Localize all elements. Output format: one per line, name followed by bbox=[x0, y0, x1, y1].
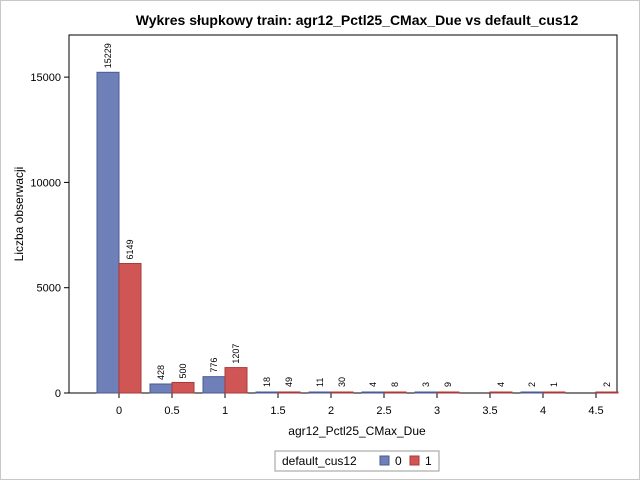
data-label-series-0: 3 bbox=[421, 382, 431, 387]
data-labels-group: 15229 428 776 18 11 4 3 2 6149 500 1207 49 30 8 9 4 1 2 bbox=[103, 43, 612, 387]
x-axis-label: agr12_Pctl25_CMax_Due bbox=[288, 424, 426, 438]
data-label-series-0: 18 bbox=[262, 377, 272, 387]
legend-box bbox=[274, 450, 440, 472]
data-label-series-1: 8 bbox=[390, 382, 400, 387]
plot-area bbox=[68, 34, 618, 394]
bar-series-1 bbox=[383, 391, 407, 394]
y-tick-label: 10000 bbox=[30, 177, 61, 189]
y-tick-label: 15000 bbox=[30, 72, 61, 84]
chart-title: Wykres słupkowy train: agr12_Pctl25_CMax… bbox=[136, 12, 579, 28]
data-label-series-1: 30 bbox=[337, 377, 347, 387]
y-axis-label: Liczba obserwacji bbox=[12, 167, 26, 262]
x-tick-label: 3 bbox=[434, 405, 440, 417]
data-label-series-1: 4 bbox=[496, 382, 506, 387]
legend-swatch-series-1 bbox=[409, 455, 420, 466]
legend-label-series-0: 0 bbox=[395, 454, 402, 468]
data-label-series-1: 1207 bbox=[231, 344, 241, 364]
bar-series-0 bbox=[255, 391, 279, 394]
x-tick-label: 2 bbox=[328, 405, 334, 417]
data-label-series-1: 49 bbox=[284, 377, 294, 387]
x-tick-label: 3.5 bbox=[482, 405, 497, 417]
legend: default_cus12 0 1 bbox=[274, 450, 440, 472]
legend-swatch-series-0 bbox=[379, 455, 390, 466]
x-tick-label: 1 bbox=[222, 405, 228, 417]
bar-series-0 bbox=[96, 71, 120, 394]
bar-series-1 bbox=[277, 391, 301, 394]
data-label-series-0: 4 bbox=[368, 382, 378, 387]
y-tick-label: 0 bbox=[55, 388, 61, 400]
y-axis: 0 5000 10000 15000 bbox=[30, 72, 69, 400]
bars-group bbox=[96, 71, 619, 394]
legend-title: default_cus12 bbox=[282, 454, 357, 468]
bar-series-0 bbox=[361, 391, 385, 394]
data-label-series-0: 776 bbox=[209, 358, 219, 373]
bar-series-0 bbox=[202, 376, 226, 394]
bar-series-1 bbox=[595, 391, 619, 394]
bar-series-1 bbox=[118, 263, 142, 394]
data-label-series-1: 6149 bbox=[125, 239, 135, 259]
legend-label-series-1: 1 bbox=[425, 454, 432, 468]
bar-series-1 bbox=[489, 391, 513, 394]
data-label-series-1: 1 bbox=[549, 382, 559, 387]
bar-series-0 bbox=[149, 383, 173, 394]
data-label-series-1: 500 bbox=[178, 363, 188, 378]
bar-series-1 bbox=[171, 381, 195, 394]
x-tick-label: 0 bbox=[116, 405, 122, 417]
x-tick-label: 1.5 bbox=[270, 405, 285, 417]
data-label-series-1: 9 bbox=[443, 382, 453, 387]
data-label-series-0: 428 bbox=[156, 365, 166, 380]
data-label-series-0: 2 bbox=[527, 382, 537, 387]
bar-series-1 bbox=[224, 367, 248, 394]
data-label-series-1: 2 bbox=[602, 382, 612, 387]
x-tick-label: 4 bbox=[540, 405, 546, 417]
x-axis: 0 0.5 1 1.5 2 2.5 3 3.5 4 4.5 bbox=[116, 393, 604, 417]
data-label-series-0: 15229 bbox=[103, 43, 113, 68]
x-tick-label: 4.5 bbox=[588, 405, 603, 417]
bar-series-1 bbox=[542, 391, 566, 394]
bar-series-0 bbox=[308, 391, 332, 394]
x-tick-label: 0.5 bbox=[164, 405, 179, 417]
data-label-series-0: 11 bbox=[315, 378, 325, 387]
y-tick-label: 5000 bbox=[37, 283, 61, 295]
bar-series-1 bbox=[330, 391, 354, 394]
bar-series-1 bbox=[436, 391, 460, 394]
bar-series-0 bbox=[414, 391, 438, 394]
x-tick-label: 2.5 bbox=[376, 405, 391, 417]
bar-series-0 bbox=[520, 391, 544, 394]
